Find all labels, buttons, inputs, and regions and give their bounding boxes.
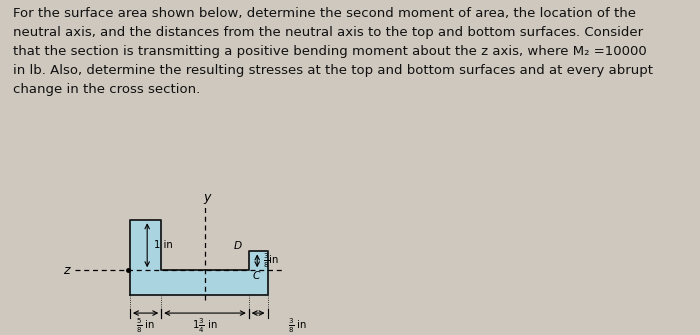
Text: y: y: [203, 191, 211, 204]
Text: $\frac{5}{8}$ in: $\frac{5}{8}$ in: [136, 317, 155, 335]
Text: C: C: [253, 271, 260, 281]
Text: 1 in: 1 in: [154, 240, 173, 250]
Text: D: D: [234, 241, 241, 251]
Text: $1\frac{3}{4}$ in: $1\frac{3}{4}$ in: [193, 317, 218, 335]
Text: z: z: [64, 264, 70, 277]
Text: For the surface area shown below, determine the second moment of area, the locat: For the surface area shown below, determ…: [13, 7, 652, 96]
Polygon shape: [130, 220, 267, 295]
Text: $\frac{3}{8}$ in: $\frac{3}{8}$ in: [288, 317, 307, 335]
Text: $\frac{3}{8}$in: $\frac{3}{8}$in: [263, 252, 279, 270]
